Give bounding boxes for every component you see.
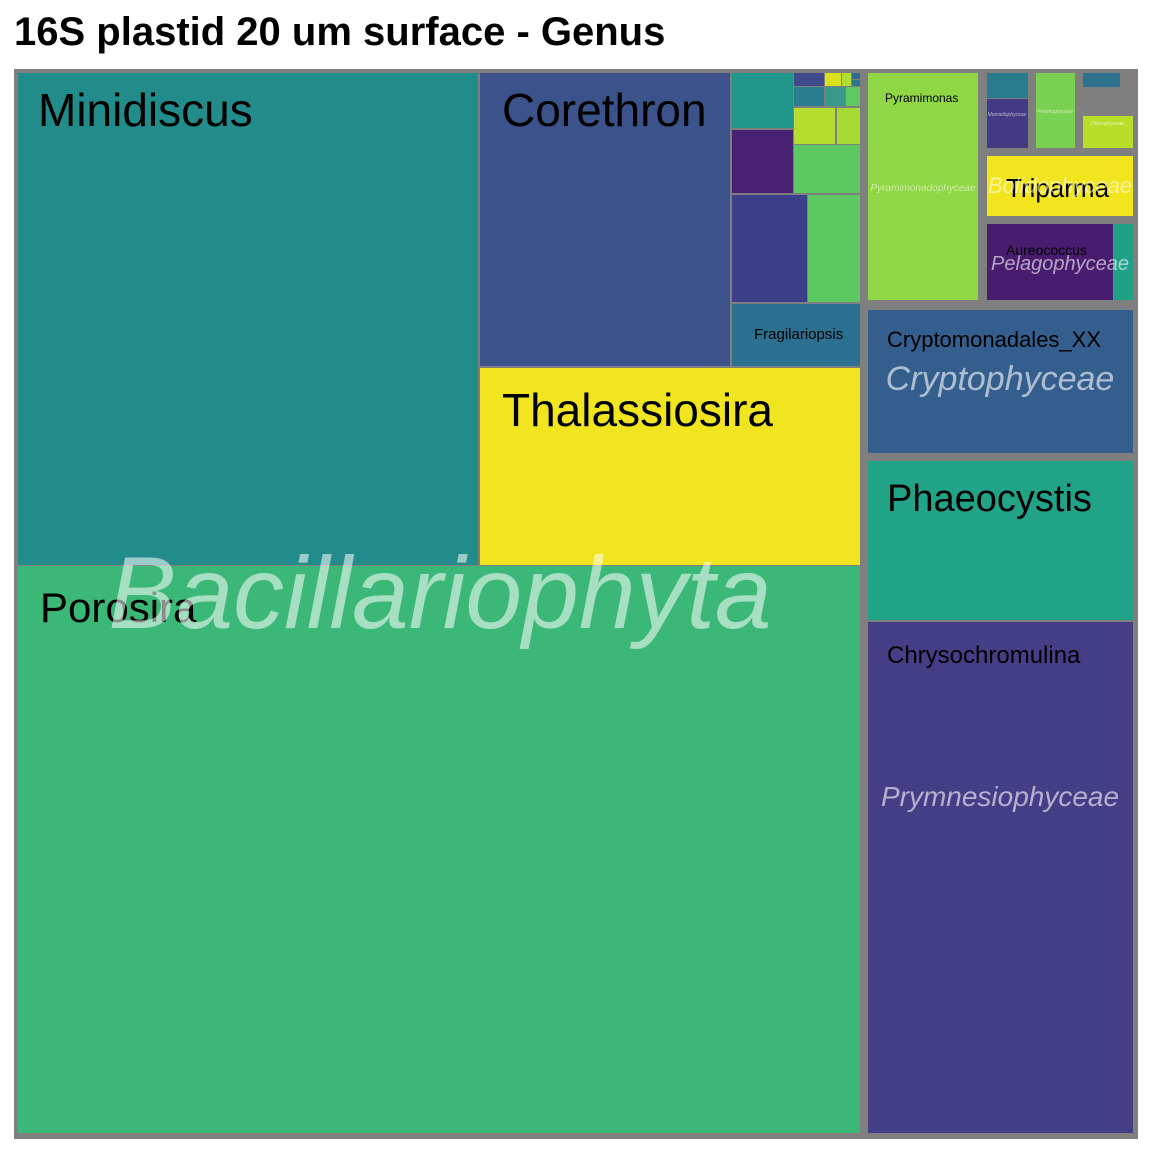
tile-bacillariophyta-15 [846,87,860,106]
tile-bacillariophyta-19 [852,80,860,86]
group-label-chlorophyceae: Chlorophyceae [1090,121,1124,127]
chart-title: 16S plastid 20 um surface - Genus [14,10,666,54]
tile-bacillariophyta-5 [732,195,807,302]
tile-bacillariophyta-12 [794,87,824,106]
tile-pyramimonas [868,73,978,300]
tile-label-chrysochromulina: Chrysochromulina [887,642,1081,669]
group-label-mamiellophyceae: Mamiellophyceae [988,112,1027,118]
group-label-bacillariophyta: Bacillariophyta [108,536,771,650]
group-label-pelagophyceae: Pelagophyceae [991,253,1129,275]
tile-bacillariophyta-14 [825,73,841,86]
tile-label-phaeocystis: Phaeocystis [887,478,1092,520]
group-label-pyramimonadophyceae: Pyramimonadophyceae [870,183,975,194]
tile-corethron [480,73,730,366]
tile-label-cryptomonadales-xx: Cryptomonadales_XX [887,327,1101,352]
tile-cryptomonadales-xx [868,310,1133,453]
tile-chlorophyceae-0 [1083,116,1133,148]
tile-porosira [18,566,860,1133]
tile-mamiellophyceae-0 [987,73,1028,98]
tile-bacillariophyta-18 [794,73,824,86]
tile-fragilariopsis [732,304,860,366]
tile-bacillariophyta-8 [794,145,860,193]
tile-phaeocystis [868,461,1133,620]
tile-mamiellophyceae-1 [987,99,1028,148]
tile-bacillariophyta-6 [808,195,860,302]
tile-label-aureococcus: Aureococcus [1006,242,1087,258]
tile-bacillariophyta-16 [842,73,851,86]
tile-bacillariophyta-7 [732,130,793,193]
tile-label-corethron: Corethron [502,84,707,136]
tile-pelagophyceae-1 [1114,224,1133,300]
tile-label-minidiscus: Minidiscus [38,84,253,136]
treemap-tiles: Porosira Minidiscus Corethron Thalassiosira… [18,73,1133,1133]
group-label-prasinophyceae: Prasinophyceae [1037,109,1073,115]
tile-minidiscus [18,73,478,565]
tile-aureococcus [987,224,1113,300]
tile-label-fragilariopsis: Fragilariopsis [754,326,843,343]
tile-bacillariophyta-9 [732,73,793,128]
treemap-group-labels: Bacillariophyta Prymnesiophyceae Cryptophy… [108,109,1132,812]
tile-label-thalassiosira: Thalassiosira [502,384,773,436]
tile-bacillariophyta-11 [837,108,860,144]
tile-unlabeled-0 [1083,73,1120,87]
group-label-bolidophyceae: Bolidophyceae [988,173,1132,198]
tile-label-pyramimonas: Pyramimonas [885,91,958,105]
group-label-cryptophyceae: Cryptophyceae [886,360,1115,398]
tile-label-porosira: Porosira [40,584,197,631]
tile-triparma [987,156,1133,216]
group-label-prymnesiophyceae: Prymnesiophyceae [881,781,1119,812]
tile-prasinophyceae-0 [1036,73,1075,148]
tile-bacillariophyta-10 [794,108,835,144]
tile-thalassiosira [480,368,860,565]
tile-bacillariophyta-17 [852,73,860,79]
tile-chrysochromulina [868,622,1133,1133]
tile-bacillariophyta-13 [825,87,845,106]
tile-label-triparma: Triparma [1006,173,1110,203]
